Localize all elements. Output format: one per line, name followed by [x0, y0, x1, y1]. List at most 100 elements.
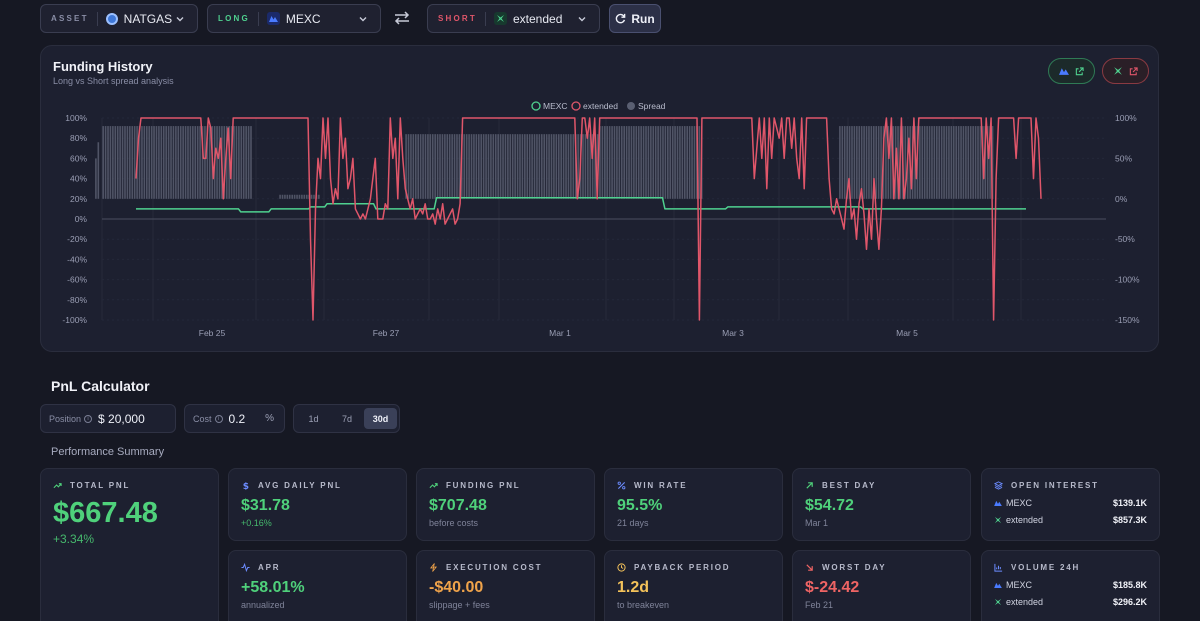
run-button[interactable]: Run — [609, 4, 661, 33]
spread-bar — [301, 194, 303, 199]
spread-bar — [109, 126, 112, 199]
spread-bar — [446, 134, 449, 199]
spread-bar — [175, 126, 177, 199]
divider — [96, 11, 98, 26]
spread-bar — [533, 134, 536, 199]
spread-bar — [427, 134, 429, 199]
spread-bar — [538, 134, 541, 199]
spread-bar — [487, 134, 490, 199]
spread-bar — [691, 126, 693, 199]
spread-bar — [606, 126, 609, 199]
card-label: BEST DAY — [822, 481, 877, 490]
short-exchange-select[interactable]: SHORT extended — [427, 4, 600, 33]
spread-bar — [468, 134, 470, 199]
asset-select[interactable]: ASSET NATGAS — [40, 4, 198, 33]
spread-bar — [572, 134, 575, 199]
payback-period-card: PAYBACK PERIOD 1.2d to breakeven — [604, 550, 783, 621]
spread-bar — [557, 134, 560, 199]
spread-bar — [482, 134, 485, 199]
spread-bar — [936, 126, 938, 199]
spread-bar — [286, 194, 289, 199]
apr-card: APR +58.01% annualized — [228, 550, 407, 621]
spread-bar — [497, 134, 499, 199]
volume-exchange-name: MEXC — [1006, 580, 1033, 590]
spread-bar — [247, 126, 250, 199]
spread-bar — [868, 126, 870, 199]
spread-bar — [414, 134, 417, 199]
svg-text:$: $ — [243, 482, 250, 490]
oi-amount: $857.3K — [1112, 515, 1147, 525]
swap-icon[interactable] — [393, 10, 411, 26]
long-exchange-select[interactable]: LONG MEXC — [207, 4, 381, 33]
y-left-tick-label: 60% — [70, 153, 87, 163]
spread-bar — [955, 126, 957, 199]
spread-bar — [923, 126, 926, 199]
spread-bar — [555, 134, 558, 199]
spread-bar — [223, 126, 226, 199]
spread-bar — [509, 134, 512, 199]
spread-bar — [863, 126, 865, 199]
extended-logo-icon — [1114, 67, 1122, 75]
spread-bar — [165, 126, 167, 199]
spread-bar — [448, 134, 451, 199]
spread-bar — [417, 134, 420, 199]
spread-bar — [567, 134, 570, 199]
spread-bar — [284, 194, 286, 199]
spread-bar — [153, 126, 155, 199]
spread-bar — [969, 126, 972, 199]
card-label: OPEN INTEREST — [1011, 481, 1099, 490]
card-label: FUNDING PNL — [446, 481, 521, 490]
spread-bar — [453, 134, 456, 199]
card-header: BEST DAY — [805, 481, 876, 490]
card-header: WORST DAY — [805, 563, 886, 572]
open-mexc-button[interactable] — [1048, 58, 1095, 84]
spread-bar — [623, 126, 625, 199]
spread-bar — [298, 194, 301, 199]
volume-amount: $185.8K — [1112, 580, 1147, 590]
win-rate-sub: 21 days — [617, 518, 649, 528]
spread-bar — [536, 134, 538, 199]
spread-bar — [853, 126, 856, 199]
lightning-icon — [429, 563, 438, 572]
extended-logo-icon — [994, 516, 1002, 524]
spread-bar — [463, 134, 466, 199]
oi-amount: $139.1K — [1112, 498, 1147, 508]
spread-bar — [989, 126, 991, 199]
period-7d-button[interactable]: 7d — [341, 413, 352, 424]
long-value: MEXC — [285, 11, 321, 26]
spread-bar — [977, 126, 979, 199]
funding-history-chart[interactable]: 100% 80% 60% 40% 20% 0% -20% -40% -60% -80% -100% 1… — [41, 46, 1160, 353]
spread-bar — [485, 134, 487, 199]
position-input[interactable]: Position i $ 20,000 — [40, 404, 176, 433]
spread-bar — [628, 126, 630, 199]
chevron-down-icon — [578, 17, 586, 22]
period-30d-button[interactable]: 30d — [364, 408, 397, 429]
cost-value[interactable]: 0.2 — [228, 411, 246, 426]
spread-bar — [225, 126, 228, 199]
spread-bar — [206, 126, 209, 199]
avg-daily-pnl-card: $ AVG DAILY PNL $31.78 +0.16% — [228, 468, 407, 541]
spread-bar — [477, 134, 480, 199]
open-extended-button[interactable] — [1102, 58, 1149, 84]
refresh-icon — [616, 13, 626, 24]
spread-bar — [693, 126, 696, 199]
spread-bar — [851, 126, 853, 199]
position-value[interactable]: $ 20,000 — [98, 411, 145, 426]
spread-bar — [131, 126, 134, 199]
spread-bar — [502, 134, 504, 199]
spread-bar — [519, 134, 521, 199]
card-header: VOLUME 24H — [994, 563, 1080, 572]
cost-input[interactable]: Cost i 0.2 % — [184, 404, 285, 433]
dollar-icon: $ — [243, 482, 250, 490]
card-label: PAYBACK PERIOD — [634, 563, 731, 572]
spread-bar — [616, 126, 618, 199]
spread-bar — [943, 126, 945, 199]
oi-exchange-name: extended — [1006, 515, 1044, 525]
win-rate-card: WIN RATE 95.5% 21 days — [604, 468, 783, 541]
card-label: AVG DAILY PNL — [258, 481, 342, 490]
volume-amount: $296.2K — [1112, 597, 1147, 607]
spread-bar — [167, 126, 170, 199]
period-1d-button[interactable]: 1d — [308, 413, 319, 424]
y-left-tick-label: 80% — [70, 133, 87, 143]
spread-bar — [184, 126, 187, 199]
